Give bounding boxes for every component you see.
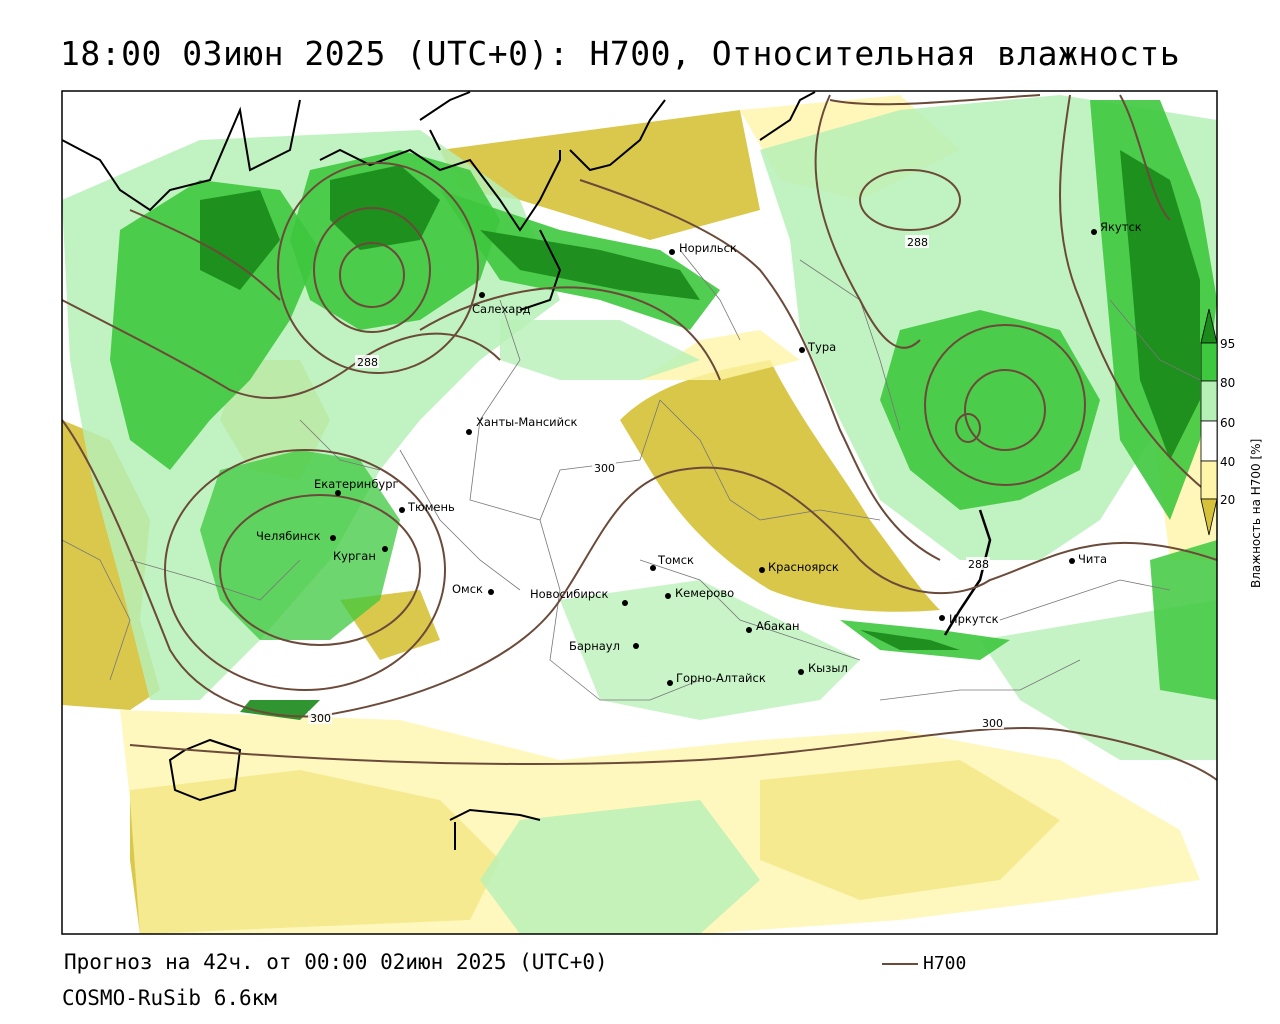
svg-text:Норильск: Норильск xyxy=(679,241,737,255)
contour-label: 288 xyxy=(907,236,928,249)
svg-text:Салехард: Салехард xyxy=(472,302,531,316)
city-chita: Чита xyxy=(1069,552,1107,566)
svg-text:Кызыл: Кызыл xyxy=(808,661,848,675)
city-barnaul: Барнаул xyxy=(569,639,639,653)
forecast-info: Прогноз на 42ч. от 00:00 02июн 2025 (UTC… xyxy=(64,950,608,974)
colorbar-band xyxy=(1200,342,1218,382)
city-norilsk: Норильск xyxy=(669,241,737,255)
contour-label: 300 xyxy=(310,712,331,725)
contour-label: 300 xyxy=(982,717,1003,730)
city-tura: Тура xyxy=(799,340,836,354)
svg-text:Тюмень: Тюмень xyxy=(407,500,455,514)
humidity-fields xyxy=(62,95,1217,934)
map-title: 18:00 03июн 2025 (UTC+0): H700, Относите… xyxy=(60,34,1181,73)
h700-legend-label: H700 xyxy=(923,953,967,974)
colorbar-band xyxy=(1200,460,1218,500)
city-abakan: Абакан xyxy=(746,619,800,633)
svg-text:Абакан: Абакан xyxy=(756,619,800,633)
city-irkutsk: Иркутск xyxy=(939,612,999,626)
colorbar-band xyxy=(1200,380,1218,422)
svg-text:Ханты-Мансийск: Ханты-Мансийск xyxy=(476,415,577,429)
colorbar-tick: 95 xyxy=(1220,337,1235,351)
city-markers: Якутск Норильск Салехард Тура Ханты-Манс… xyxy=(256,220,1142,686)
city-omsk: Омск xyxy=(452,582,494,596)
svg-text:Новосибирск: Новосибирск xyxy=(530,587,608,601)
city-kemerovo: Кемерово xyxy=(665,586,734,600)
city-yekaterinburg: Екатеринбург xyxy=(314,477,399,496)
city-tyumen: Тюмень xyxy=(399,500,455,514)
colorbar-arrow-bottom xyxy=(1200,498,1218,536)
city-kyzyl: Кызыл xyxy=(798,661,848,675)
colorbar-tick: 60 xyxy=(1220,416,1235,430)
model-info: COSMO-RuSib 6.6км xyxy=(62,986,277,1010)
colorbar-band xyxy=(1200,420,1218,462)
colorbar-title: Влажность на H700 [%] xyxy=(1249,439,1263,588)
svg-text:Якутск: Якутск xyxy=(1100,220,1142,234)
colorbar-tick: 80 xyxy=(1220,376,1235,390)
colorbar-tick: 40 xyxy=(1220,455,1235,469)
svg-text:Омск: Омск xyxy=(452,582,483,596)
svg-text:Челябинск: Челябинск xyxy=(256,529,321,543)
map-frame xyxy=(61,90,1218,935)
city-gorno-altaysk: Горно-Алтайск xyxy=(667,671,766,686)
svg-text:Горно-Алтайск: Горно-Алтайск xyxy=(676,671,766,685)
svg-text:Кемерово: Кемерово xyxy=(675,586,734,600)
svg-text:Иркутск: Иркутск xyxy=(949,612,999,626)
contour-labels: 288 288 288 300 300 300 xyxy=(308,235,1004,730)
svg-text:Красноярск: Красноярск xyxy=(768,560,839,574)
h700-contours xyxy=(61,94,1218,781)
city-novosibirsk: Новосибирск xyxy=(530,587,628,606)
city-krasnoyarsk: Красноярск xyxy=(759,560,839,574)
colorbar: 95 80 60 40 20 Влажность на H700 [%] xyxy=(1200,308,1263,588)
city-tomsk: Томск xyxy=(650,553,694,571)
svg-text:Курган: Курган xyxy=(333,549,376,563)
city-salekhard: Салехард xyxy=(472,292,531,316)
svg-text:Томск: Томск xyxy=(657,553,694,567)
coastlines xyxy=(61,91,992,850)
city-kurgan: Курган xyxy=(333,546,388,563)
city-yakutsk: Якутск xyxy=(1091,220,1142,235)
svg-text:Тура: Тура xyxy=(807,340,836,354)
contour-label: 288 xyxy=(357,356,378,369)
svg-text:Чита: Чита xyxy=(1078,552,1107,566)
svg-text:Барнаул: Барнаул xyxy=(569,639,620,653)
region-boundaries xyxy=(61,249,1201,701)
svg-text:Екатеринбург: Екатеринбург xyxy=(314,477,399,491)
colorbar-tick: 20 xyxy=(1220,493,1235,507)
contour-label: 288 xyxy=(968,558,989,571)
city-chelyabinsk: Челябинск xyxy=(256,529,336,543)
city-khanty-mansiysk: Ханты-Мансийск xyxy=(466,415,577,435)
contour-label: 300 xyxy=(594,462,615,475)
